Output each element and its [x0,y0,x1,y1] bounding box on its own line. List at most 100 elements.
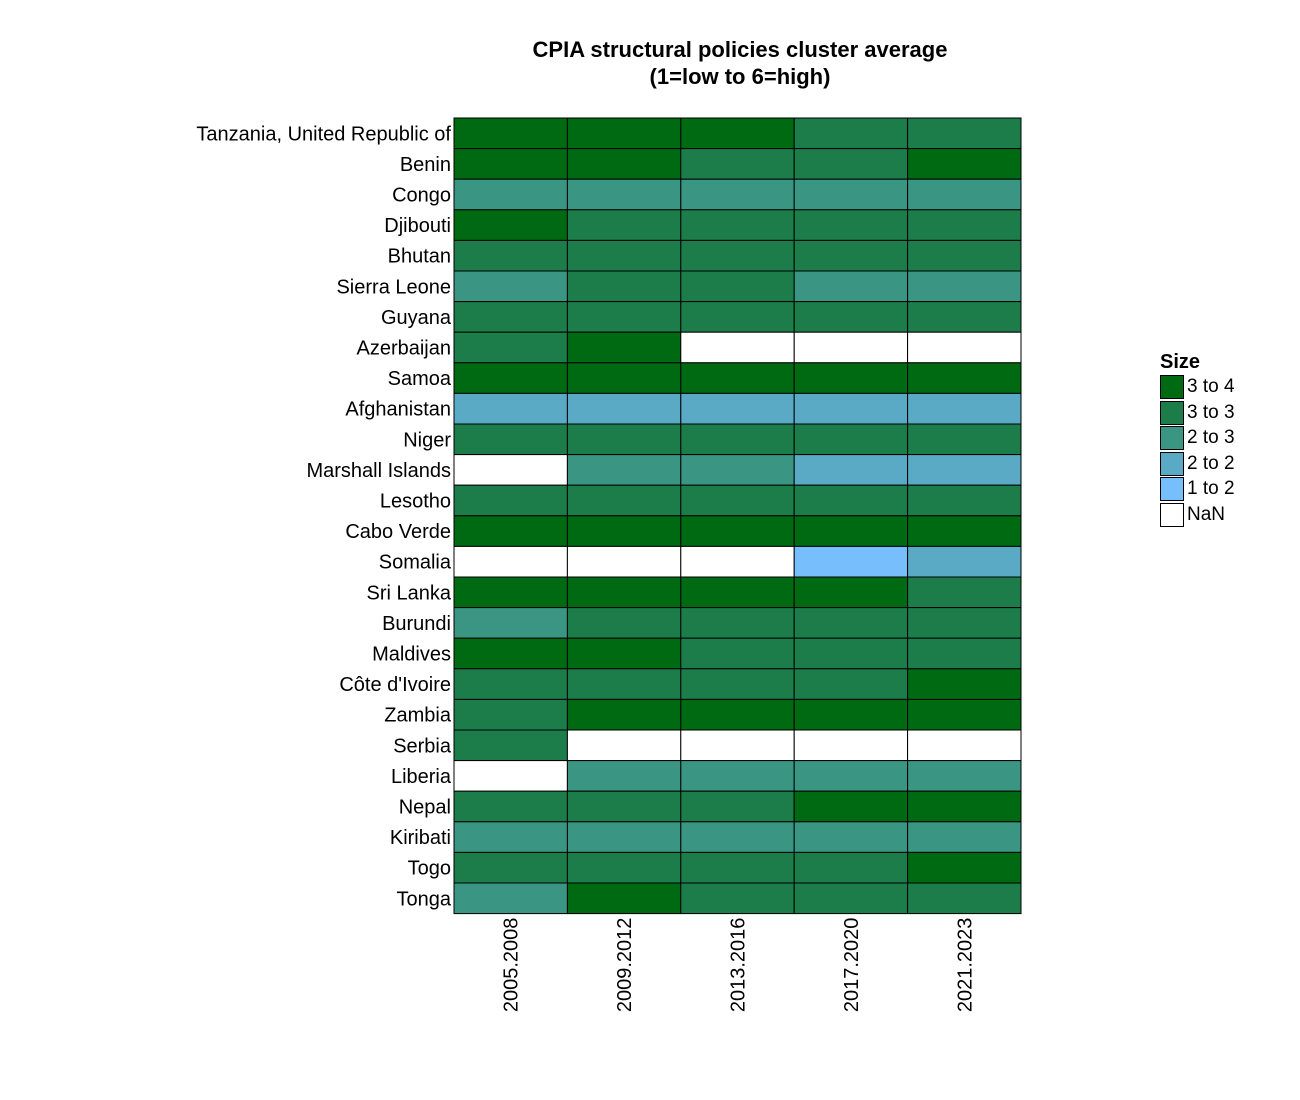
legend-swatch [1160,400,1184,425]
legend-label: NaN [1187,504,1226,525]
heatmap-cell [907,423,1022,456]
heatmap-cell [907,637,1022,670]
heatmap-cell [907,851,1022,884]
heatmap-cell [566,821,682,853]
heatmap-cell [566,576,682,609]
row-label: Samoa [388,368,452,390]
heatmap-cell [566,698,682,731]
heatmap-cell [680,698,795,731]
row-label: Maldives [372,644,451,666]
heatmap-cell [453,484,568,517]
heatmap-cell [566,423,682,456]
row-label: Lesotho [380,491,451,513]
row-label: Benin [400,154,451,176]
heatmap-cell [793,637,909,670]
heatmap-cell [680,117,795,150]
heatmap-cell [793,698,909,731]
heatmap-cell [793,668,909,700]
row-label: Nepal [399,797,451,819]
row-label: Serbia [393,735,452,757]
heatmap-cell [680,729,795,762]
heatmap-cell [453,515,568,547]
heatmap-cell [453,117,568,150]
column-label: 2005.2008 [501,918,523,1013]
heatmap-cell [793,362,909,394]
heatmap-cell [793,392,909,425]
heatmap-cell [793,178,909,211]
heatmap-cell [566,209,682,241]
heatmap-cell [566,178,682,211]
heatmap-cell [793,270,909,303]
heatmap-cell [566,454,682,486]
row-label: Guyana [381,307,452,329]
heatmap-cell [566,607,682,639]
heatmap-cell [907,576,1022,609]
heatmap-cell [453,331,568,364]
heatmap-cell [907,698,1022,731]
heatmap-cell [793,148,909,180]
heatmap-cell [680,270,795,303]
heatmap-cell [566,760,682,792]
heatmap-cell [680,301,795,333]
heatmap-cell [907,821,1022,853]
heatmap-cell [793,760,909,792]
row-label: Djibouti [384,215,451,237]
heatmap-cell [907,178,1022,211]
heatmap-cell [453,454,568,486]
heatmap-cell [680,882,795,915]
heatmap-cell [680,148,795,180]
heatmap-cell [453,729,568,762]
heatmap-cell [566,851,682,884]
heatmap-cell [680,821,795,853]
heatmap-cell [453,821,568,853]
row-label: Cabo Verde [345,521,451,543]
row-label: Azerbaijan [356,338,451,360]
heatmap-cell [793,209,909,241]
heatmap-cell [566,668,682,700]
heatmap-cell [793,882,909,915]
legend-swatch [1160,477,1184,502]
heatmap-cell [907,607,1022,639]
row-label: Marshall Islands [306,460,451,482]
column-label: 2009.2012 [614,918,636,1013]
legend-label: 3 to 4 [1187,376,1235,397]
heatmap-cell [453,668,568,700]
heatmap-cell [907,148,1022,180]
heatmap-cell [907,882,1022,915]
heatmap-cell [453,270,568,303]
heatmap-cell [907,270,1022,303]
heatmap-cell [793,545,909,578]
heatmap-cell [793,851,909,884]
heatmap-cell [793,607,909,639]
legend-label: 3 to 3 [1187,401,1235,423]
heatmap-cell [566,515,682,547]
heatmap-cell [453,362,568,394]
heatmap-cell [680,545,795,578]
heatmap-cell [793,423,909,456]
heatmap-cell [566,331,682,364]
heatmap-cell [453,607,568,639]
heatmap-cell [566,484,682,517]
heatmap-cell [680,209,795,241]
heatmap-cell [680,515,795,547]
heatmap-cell [680,576,795,609]
heatmap-cell [453,637,568,670]
heatmap-cell [907,239,1022,272]
legend-title: Size [1160,351,1201,373]
legend-swatch [1160,503,1184,527]
row-label: Kiribati [390,827,451,849]
legend-swatch [1160,451,1184,476]
heatmap-cell [793,239,909,272]
heatmap-cell [453,209,568,241]
heatmap-cell [453,545,568,578]
heatmap-cell [907,117,1022,150]
heatmap-cell [680,790,795,823]
chart-subtitle: (1=low to 6=high) [649,64,831,89]
heatmap-cell [907,760,1022,792]
heatmap-cell [793,301,909,333]
heatmap-cell [907,209,1022,241]
heatmap-cell [453,392,568,425]
heatmap-cell [566,362,682,394]
heatmap-cell [680,484,795,517]
